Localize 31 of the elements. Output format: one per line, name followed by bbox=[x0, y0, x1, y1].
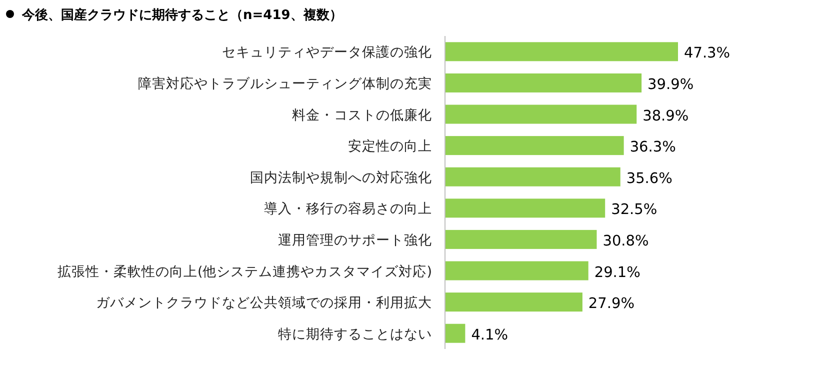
y-tick-label: 導入・移行の容易さの向上 bbox=[264, 201, 432, 218]
data-label: 36.3% bbox=[630, 140, 676, 156]
bar bbox=[445, 292, 582, 312]
bar bbox=[445, 198, 606, 218]
bar bbox=[445, 104, 637, 124]
bar bbox=[445, 324, 466, 343]
y-tick-label: 国内法制や規制への対応強化 bbox=[250, 170, 432, 186]
bar bbox=[445, 167, 620, 186]
data-label: 32.5% bbox=[611, 202, 658, 218]
data-label: 35.6% bbox=[626, 170, 672, 187]
data-label: 4.1% bbox=[471, 327, 508, 344]
bar bbox=[445, 136, 624, 156]
y-tick-label: 拡張性・柔軟性の向上(他システム連携やカスタマイズ対応) bbox=[57, 264, 432, 280]
text: 今後、国産クラウドに期待すること（n=419、複数） bbox=[21, 7, 342, 23]
data-label: 27.9% bbox=[588, 296, 635, 312]
y-tick-label: セキュリティやデータ保護の強化 bbox=[222, 44, 432, 61]
data-label: 29.1% bbox=[594, 264, 640, 281]
data-label: 39.9% bbox=[648, 76, 694, 93]
bar bbox=[445, 73, 642, 92]
y-tick-label: 料金・コストの低廉化 bbox=[292, 107, 432, 124]
bar bbox=[445, 261, 588, 280]
y-tick-label: ガバメントクラウドなど公共領域での採用・利用拡大 bbox=[96, 295, 432, 312]
data-label: 38.9% bbox=[642, 108, 689, 124]
data-label: 47.3% bbox=[684, 46, 730, 62]
bar bbox=[445, 42, 678, 62]
data-label: 30.8% bbox=[602, 233, 649, 250]
y-tick-label: 安定性の向上 bbox=[348, 138, 432, 155]
y-tick-label: 特に期待することはない bbox=[278, 326, 432, 342]
y-tick-label: 運用管理のサポート強化 bbox=[278, 232, 432, 248]
bar bbox=[445, 230, 597, 249]
y-tick-label: 障害対応やトラブルシューティング体制の充実 bbox=[138, 76, 432, 92]
